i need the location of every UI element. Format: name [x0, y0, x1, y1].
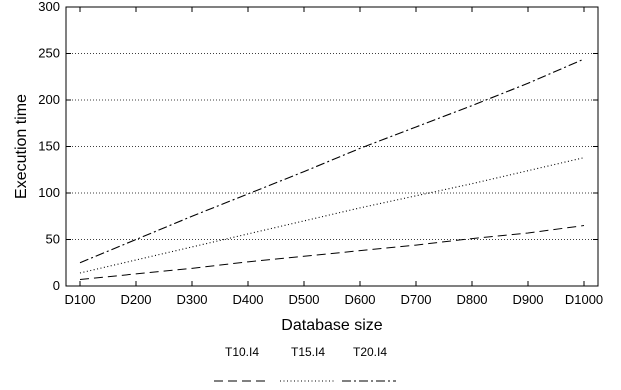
y-tick-label: 150: [38, 139, 60, 154]
x-tick-label: D200: [120, 292, 151, 307]
y-tick-label: 200: [38, 92, 60, 107]
legend: T10.I4 T15.I4 T20.I4: [214, 345, 396, 382]
y-tick-label: 100: [38, 185, 60, 200]
x-tick-label: D600: [344, 292, 375, 307]
grid-layer: [66, 53, 598, 240]
legend-label: T20.I4: [353, 345, 387, 359]
series-line-t20-i4: [79, 58, 585, 264]
y-tick-label: 0: [53, 278, 60, 293]
ticks-layer: 0 50 100 150 200 250 300 D100 D200 D300 D400 D500 D6…: [38, 0, 603, 307]
legend-label: T15.I4: [291, 345, 325, 359]
x-tick-label: D900: [512, 292, 543, 307]
series-line-t10-i4: [79, 225, 585, 280]
legend-label: T10.I4: [225, 345, 259, 359]
x-tick-label: D400: [232, 292, 263, 307]
y-tick-label: 50: [46, 232, 60, 247]
y-tick-label: 250: [38, 46, 60, 61]
series-layer: [79, 58, 585, 280]
y-tick-label: 300: [38, 0, 60, 14]
x-axis-title: Database size: [281, 317, 382, 334]
x-tick-label: D100: [64, 292, 95, 307]
x-tick-label: D800: [456, 292, 487, 307]
x-tick-label: D1000: [565, 292, 603, 307]
series-line-t15-i4: [79, 157, 585, 274]
x-tick-label: D700: [400, 292, 431, 307]
x-tick-label: D300: [176, 292, 207, 307]
plot-frame: [65, 6, 599, 287]
y-axis-title: Execution time: [13, 94, 30, 199]
x-tick-label: D500: [288, 292, 319, 307]
